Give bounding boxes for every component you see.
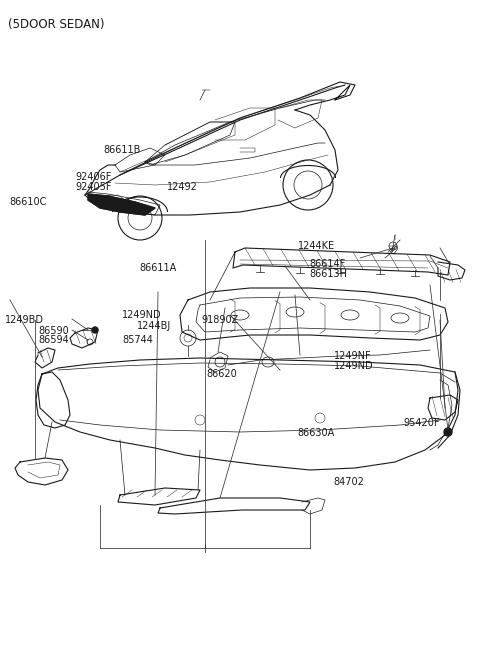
Text: 1249ND: 1249ND [122,310,162,320]
Text: 1249ND: 1249ND [334,361,373,371]
Text: 95420F: 95420F [403,418,440,428]
Text: 86611B: 86611B [103,144,141,155]
Text: 86614F: 86614F [310,259,346,270]
Circle shape [444,428,452,436]
Text: 1244BJ: 1244BJ [137,321,171,331]
Text: 1244KE: 1244KE [298,241,335,251]
Text: 1249BD: 1249BD [5,315,44,325]
Text: 86610C: 86610C [10,197,47,207]
Text: 92406F: 92406F [76,172,112,182]
Text: 85744: 85744 [122,335,153,345]
Text: 86620: 86620 [206,369,237,379]
Text: 86590: 86590 [38,325,69,336]
Text: 84702: 84702 [334,477,364,487]
Text: 86613H: 86613H [310,269,348,279]
Text: 1249NF: 1249NF [334,351,371,361]
Text: (5DOOR SEDAN): (5DOOR SEDAN) [8,18,105,31]
Text: 86611A: 86611A [139,262,177,273]
Text: 12492: 12492 [167,182,198,192]
Text: 92405F: 92405F [76,182,112,192]
Polygon shape [88,194,155,215]
Text: 86594: 86594 [38,335,69,345]
Text: 91890Z: 91890Z [202,315,239,325]
Circle shape [92,327,98,333]
Text: 86630A: 86630A [298,428,335,438]
